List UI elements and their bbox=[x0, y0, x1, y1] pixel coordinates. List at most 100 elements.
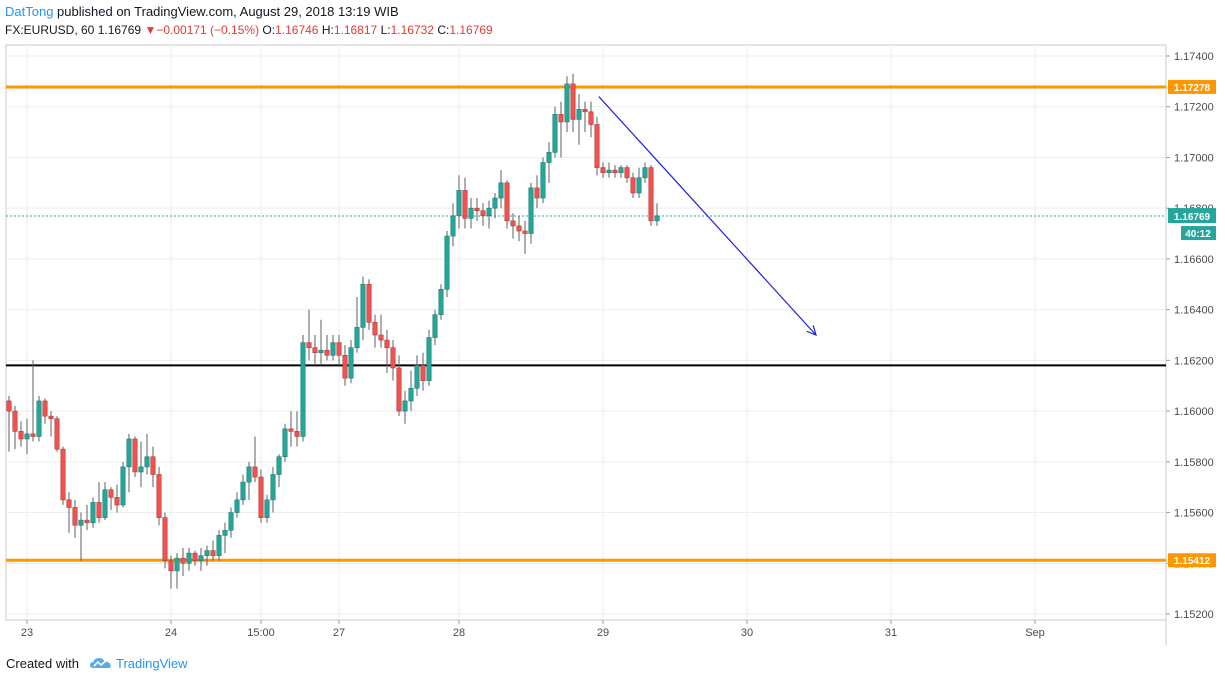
candle-body bbox=[588, 111, 594, 125]
low-label: L: bbox=[380, 23, 391, 37]
candle-body bbox=[654, 215, 660, 222]
candle-body bbox=[378, 334, 384, 341]
candle-body bbox=[84, 519, 90, 523]
candle-body bbox=[576, 108, 582, 120]
candle bbox=[486, 200, 492, 229]
candle bbox=[306, 309, 312, 361]
candle-body bbox=[522, 230, 528, 234]
y-tick-label: 1.16200 bbox=[1174, 355, 1214, 367]
candle bbox=[636, 167, 642, 199]
candle-body bbox=[66, 499, 72, 508]
candle-body bbox=[24, 433, 30, 440]
published-text: published on TradingView.com, August 29,… bbox=[57, 4, 399, 19]
candle-body bbox=[546, 152, 552, 163]
candle-body bbox=[72, 507, 78, 526]
candle-body bbox=[18, 431, 24, 440]
candle-body bbox=[108, 489, 114, 498]
candle bbox=[498, 170, 504, 209]
candle bbox=[540, 157, 546, 204]
candle bbox=[312, 335, 318, 366]
price-chart[interactable]: 1.174001.172001.170001.168001.166001.164… bbox=[0, 0, 1225, 645]
level-price-badge bbox=[1168, 553, 1216, 568]
candle-body bbox=[366, 283, 372, 323]
candle-body bbox=[510, 220, 516, 227]
candle-body bbox=[102, 489, 108, 518]
candle-body bbox=[36, 400, 42, 437]
down-arrow-icon: ▼ bbox=[144, 23, 157, 37]
x-tick-label: 28 bbox=[453, 627, 465, 639]
candle bbox=[558, 101, 564, 158]
candle-body bbox=[78, 519, 84, 526]
candle bbox=[600, 162, 606, 178]
candle-body bbox=[558, 114, 564, 123]
candle-body bbox=[408, 387, 414, 402]
candle bbox=[138, 441, 144, 488]
candle bbox=[204, 545, 210, 566]
candle bbox=[264, 494, 270, 523]
candle bbox=[396, 355, 402, 417]
candle-body bbox=[162, 517, 168, 562]
candle-body bbox=[450, 215, 456, 237]
candle-body bbox=[138, 466, 144, 473]
candle bbox=[444, 231, 450, 297]
time-axis[interactable]: 23 24 15:00 27 28 29 30 31 Sep bbox=[21, 620, 1045, 639]
candle bbox=[192, 550, 198, 566]
candle bbox=[474, 198, 480, 221]
candle-body bbox=[618, 167, 624, 173]
candle bbox=[168, 555, 174, 589]
candle-body bbox=[126, 438, 132, 468]
candle-body bbox=[150, 456, 156, 475]
candle-body bbox=[474, 207, 480, 212]
candle bbox=[48, 411, 54, 437]
candle bbox=[66, 492, 72, 533]
publish-line: DatTong published on TradingView.com, Au… bbox=[5, 3, 1205, 21]
y-tick-label: 1.17000 bbox=[1174, 152, 1214, 164]
candle-body bbox=[198, 555, 204, 562]
candle-body bbox=[582, 108, 588, 113]
candle-body bbox=[120, 466, 126, 506]
candle-body bbox=[204, 550, 210, 556]
candle-body bbox=[192, 552, 198, 562]
candle-body bbox=[402, 400, 408, 412]
candle-body bbox=[114, 497, 120, 506]
candle-body bbox=[246, 466, 252, 483]
candle-body bbox=[528, 187, 534, 234]
candle-body bbox=[312, 347, 318, 354]
candle bbox=[342, 345, 348, 386]
candle bbox=[594, 116, 600, 176]
candle bbox=[468, 198, 474, 229]
candle bbox=[618, 165, 624, 178]
candle-body bbox=[156, 474, 162, 518]
footer: Created with TradingView bbox=[6, 654, 188, 674]
tradingview-link[interactable]: TradingView bbox=[116, 656, 188, 671]
candle-body bbox=[318, 349, 324, 354]
candle bbox=[414, 355, 420, 396]
candle bbox=[372, 314, 378, 348]
candle-body bbox=[330, 342, 336, 356]
candle bbox=[438, 284, 444, 320]
candle-body bbox=[180, 557, 186, 564]
candle-body bbox=[342, 354, 348, 379]
price-axis[interactable]: 1.174001.172001.170001.168001.166001.164… bbox=[1166, 51, 1216, 621]
candle bbox=[642, 162, 648, 183]
candle-body bbox=[168, 560, 174, 572]
candle-body bbox=[498, 182, 504, 199]
candle bbox=[186, 548, 192, 571]
candle-body bbox=[426, 337, 432, 381]
x-tick-label: 31 bbox=[885, 627, 897, 639]
candle-body bbox=[258, 476, 264, 518]
candle bbox=[132, 436, 138, 478]
candle bbox=[420, 352, 426, 391]
x-tick-label: 29 bbox=[597, 627, 609, 639]
candle-body bbox=[174, 557, 180, 572]
candle-body bbox=[624, 167, 630, 179]
candle-body bbox=[270, 474, 276, 501]
candle bbox=[114, 484, 120, 513]
y-tick-label: 1.17400 bbox=[1174, 51, 1214, 63]
candle-body bbox=[336, 342, 342, 356]
candle-body bbox=[492, 197, 498, 209]
candle bbox=[456, 175, 462, 229]
author-link[interactable]: DatTong bbox=[5, 4, 54, 19]
candle bbox=[582, 101, 588, 133]
candle bbox=[366, 279, 372, 330]
